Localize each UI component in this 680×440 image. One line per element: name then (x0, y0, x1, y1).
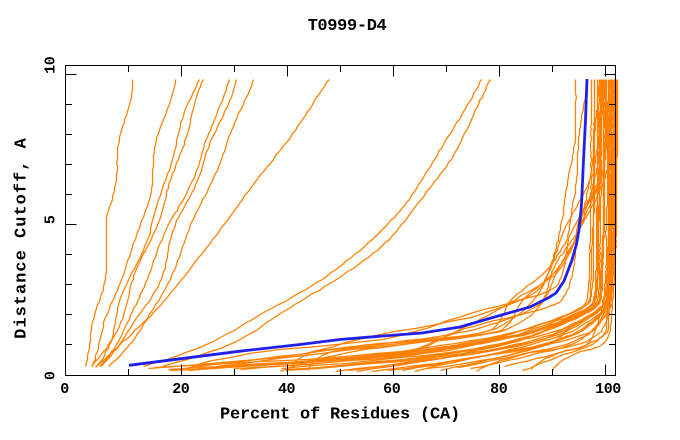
svg-text:T0999-D4: T0999-D4 (308, 17, 387, 36)
svg-text:60: 60 (383, 381, 401, 398)
svg-text:0: 0 (43, 371, 60, 380)
svg-text:0: 0 (60, 381, 69, 398)
svg-text:Distance Cutoff, A: Distance Cutoff, A (13, 137, 32, 339)
svg-text:Percent of Residues (CA): Percent of Residues (CA) (220, 406, 460, 425)
svg-text:80: 80 (490, 381, 508, 398)
svg-text:10: 10 (43, 56, 60, 74)
svg-text:100: 100 (595, 381, 621, 398)
svg-text:5: 5 (43, 215, 60, 224)
svg-text:20: 20 (172, 381, 190, 398)
svg-text:40: 40 (278, 381, 296, 398)
